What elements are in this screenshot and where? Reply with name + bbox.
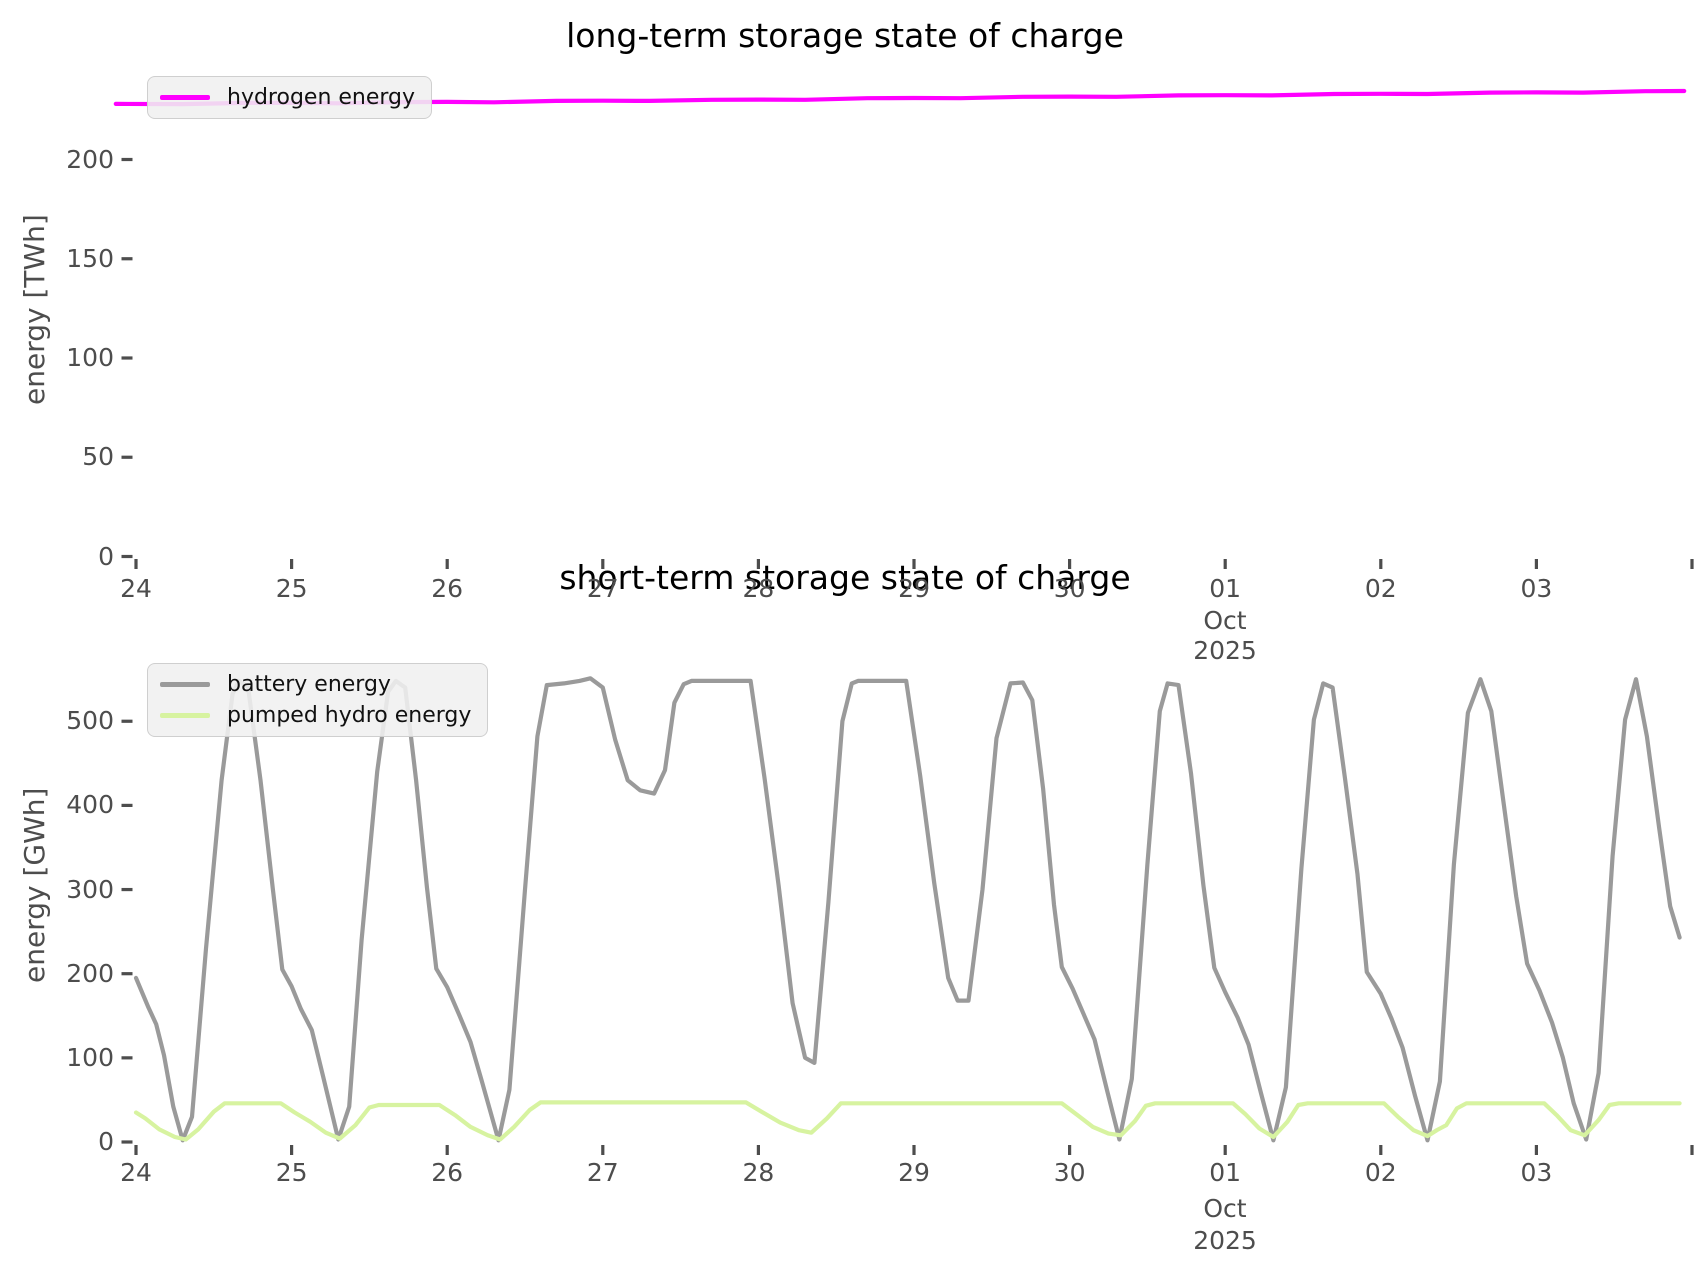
short-term-legend: battery energy pumped hydro energy — [147, 663, 489, 737]
x-tick-label: 29 — [898, 574, 930, 603]
x-tick-label: 30 — [1053, 574, 1086, 603]
legend-item-hydrogen-energy: hydrogen energy — [160, 85, 415, 110]
x-tick-label: 24 — [120, 1158, 152, 1187]
x-tick-label: 25 — [275, 1158, 308, 1187]
y-tick-label: 100 — [66, 343, 114, 372]
hydrogen-energy-swatch — [160, 95, 210, 100]
legend-item-battery-energy: battery energy — [160, 672, 471, 697]
x-tick-label: 29 — [898, 1158, 930, 1187]
y-tick-label: 200 — [66, 958, 114, 988]
long-term-chart-title: long-term storage state of charge — [566, 16, 1124, 55]
long-term-y-axis-label: energy [TWh] — [18, 214, 51, 406]
short-term-year-label: 2025 — [1193, 1226, 1257, 1255]
battery-energy-legend-label: battery energy — [227, 672, 391, 697]
x-tick-label: 26 — [431, 574, 464, 603]
x-tick-label: 27 — [586, 574, 619, 603]
x-tick-label: 01 — [1209, 1158, 1242, 1187]
x-tick-label: 26 — [431, 1158, 464, 1187]
pumped-hydro-energy-swatch — [160, 713, 210, 718]
x-tick-label: 25 — [275, 574, 308, 603]
x-tick-label: 28 — [742, 1158, 775, 1187]
y-tick-label: 0 — [98, 1127, 114, 1156]
x-tick-label: 03 — [1520, 1158, 1553, 1187]
battery-energy-swatch — [160, 682, 210, 687]
y-tick-label: 50 — [82, 442, 114, 472]
y-tick-label: 200 — [66, 144, 114, 174]
x-tick-label: 02 — [1364, 574, 1397, 603]
y-tick-label: 500 — [66, 706, 114, 736]
long-term-legend: hydrogen energy — [147, 76, 433, 119]
x-tick-label: 01 — [1209, 574, 1242, 603]
long-term-year-label: 2025 — [1193, 636, 1257, 665]
legend-item-pumped-hydro-energy: pumped hydro energy — [160, 703, 471, 728]
y-tick-label: 0 — [98, 541, 114, 571]
x-tick-label: 28 — [742, 574, 775, 603]
x-tick-label: 30 — [1053, 1158, 1086, 1187]
battery-energy-line — [133, 676, 1682, 1143]
x-tick-label: 24 — [120, 574, 152, 603]
short-term-month-label: Oct — [1203, 1194, 1247, 1223]
x-tick-label: 27 — [586, 1158, 619, 1187]
short-term-chart-title: short-term storage state of charge — [559, 558, 1131, 597]
x-tick-label: 03 — [1520, 574, 1553, 603]
y-tick-label: 150 — [66, 243, 114, 273]
hydrogen-energy-legend-label: hydrogen energy — [227, 85, 416, 110]
y-tick-label: 100 — [66, 1042, 114, 1072]
pumped-hydro-energy-line — [133, 1100, 1682, 1142]
long-term-month-label: Oct — [1203, 606, 1247, 635]
y-tick-label: 300 — [66, 874, 114, 904]
x-tick-label: 02 — [1364, 1158, 1397, 1187]
y-tick-label: 400 — [66, 790, 114, 820]
pumped-hydro-energy-legend-label: pumped hydro energy — [227, 703, 472, 728]
